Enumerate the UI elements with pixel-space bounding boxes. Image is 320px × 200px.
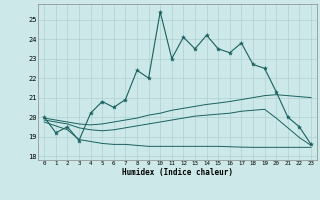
X-axis label: Humidex (Indice chaleur): Humidex (Indice chaleur) [122, 168, 233, 177]
